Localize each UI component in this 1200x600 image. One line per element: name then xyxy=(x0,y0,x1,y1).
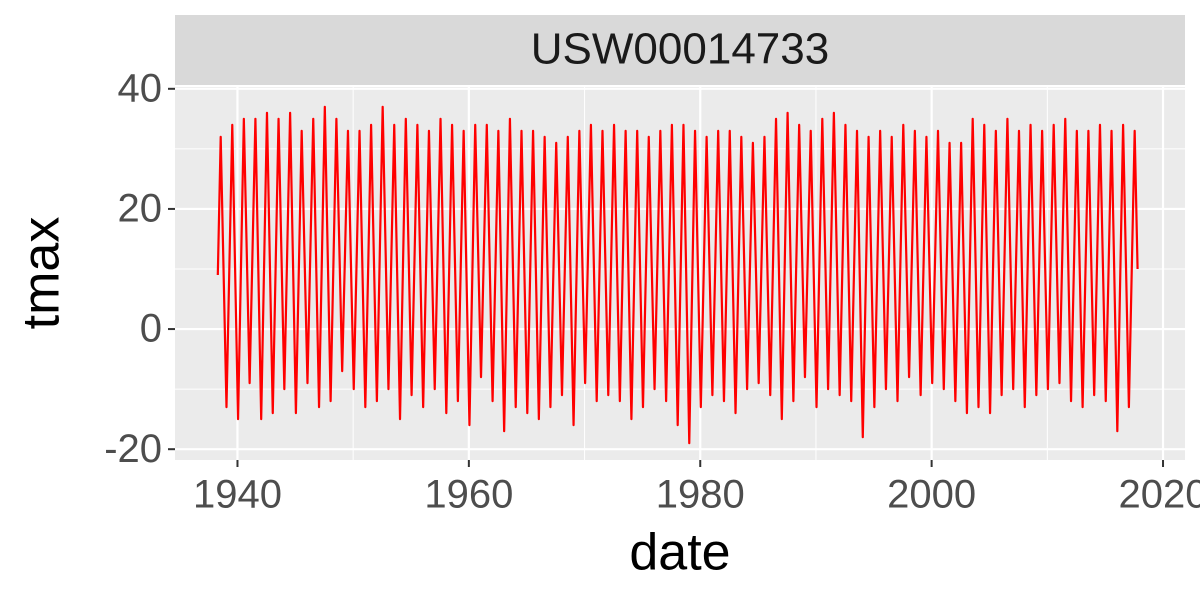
x-axis-title: date xyxy=(629,524,730,582)
x-tick-label: 2000 xyxy=(887,473,976,517)
y-axis-title: tmax xyxy=(13,217,71,330)
x-tick-label: 1960 xyxy=(424,473,513,517)
y-tick-label: 40 xyxy=(118,66,163,110)
x-tick-label: 2020 xyxy=(1119,473,1200,517)
data-line xyxy=(216,105,1139,445)
y-tick-label: 20 xyxy=(118,186,163,230)
facet-strip xyxy=(175,15,1185,85)
y-tick-label: -20 xyxy=(104,427,162,471)
y-tick-label: 0 xyxy=(140,307,162,351)
facet-label: USW00014733 xyxy=(531,25,829,74)
x-tick-label: 1940 xyxy=(193,473,282,517)
x-tick-label: 1980 xyxy=(656,473,745,517)
